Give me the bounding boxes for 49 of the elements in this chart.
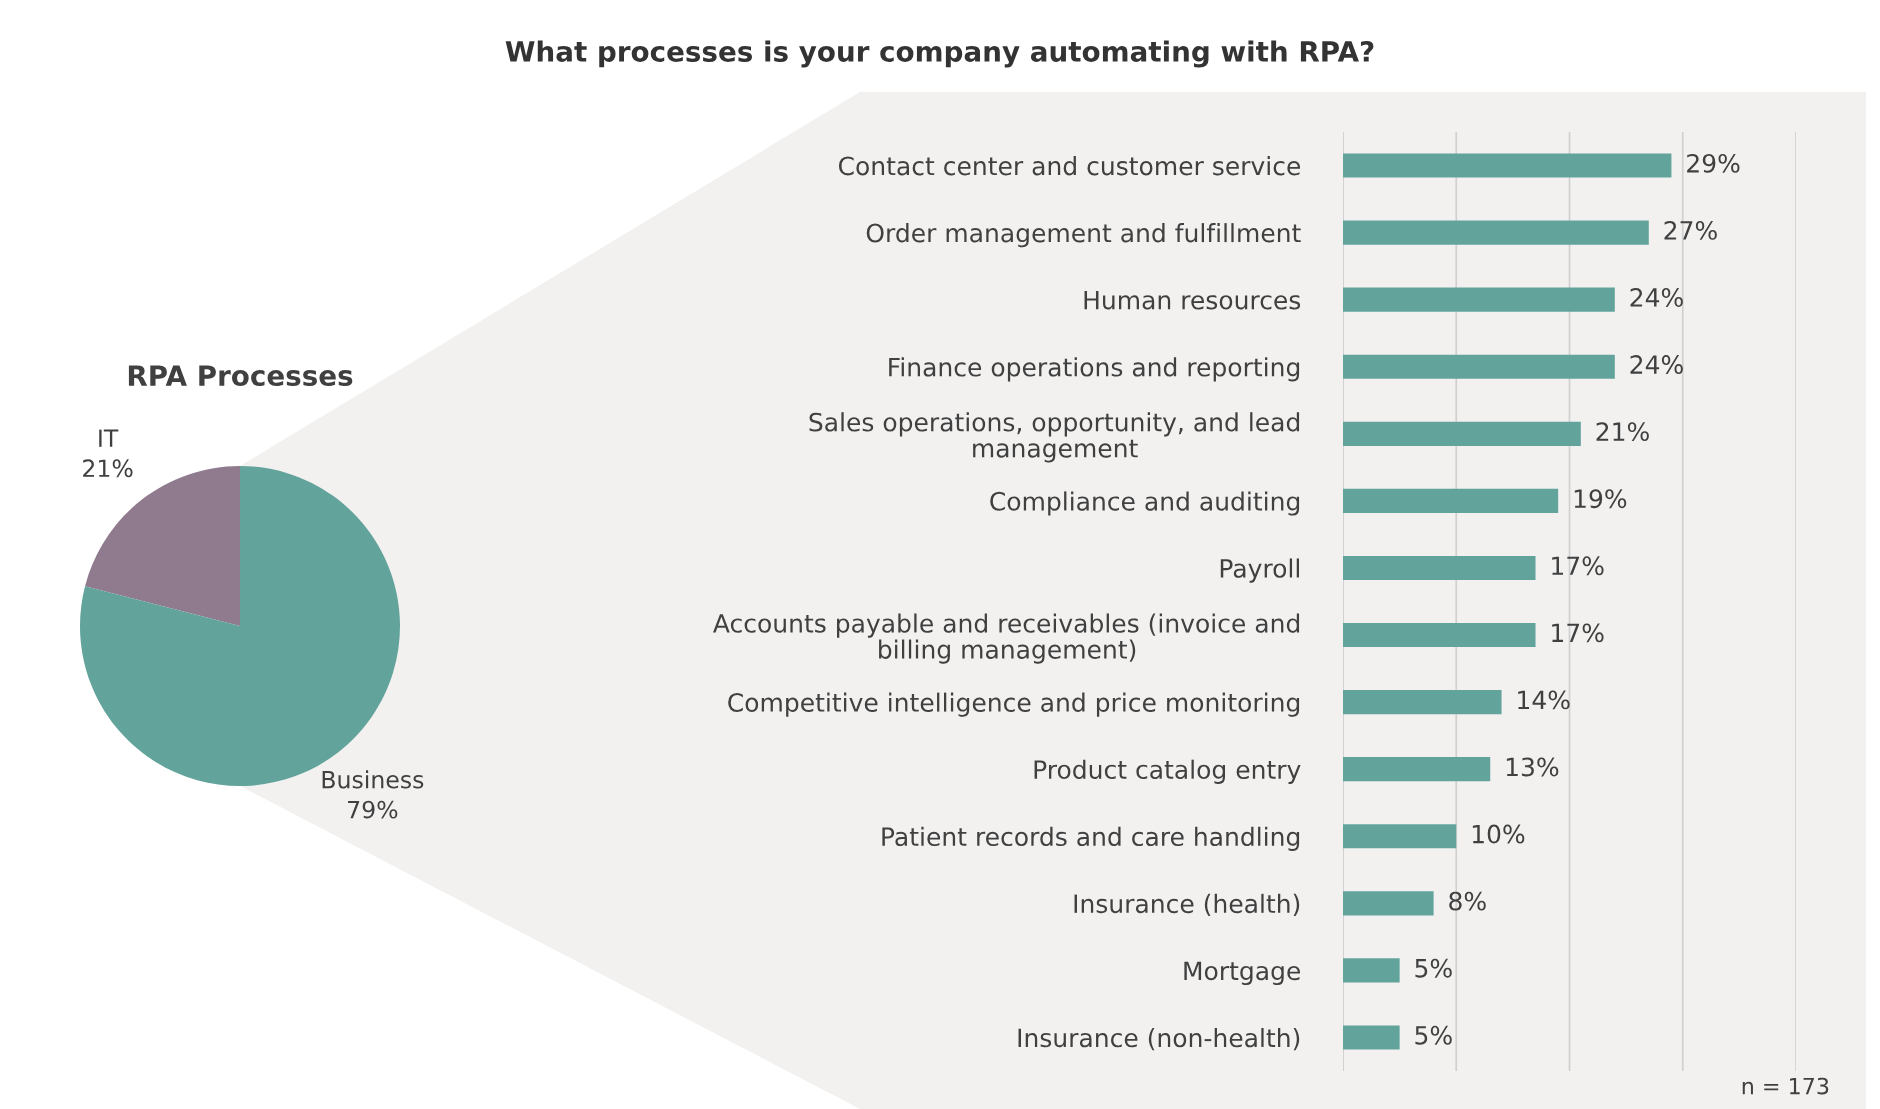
- bar: [1343, 354, 1615, 379]
- y-tick-label: Accounts payable and receivables (invoice and billing management): [713, 613, 1300, 664]
- data-label: 19%: [1574, 489, 1627, 509]
- data-label: 29%: [1687, 153, 1740, 173]
- slice-label: IT: [99, 429, 119, 447]
- data-label: 13%: [1506, 757, 1559, 777]
- bar: [1343, 958, 1400, 983]
- data-label: 5%: [1415, 1025, 1452, 1045]
- bar: [1343, 153, 1672, 178]
- data-label: 17%: [1552, 556, 1604, 576]
- y-tick-label: Product catalog entry: [1034, 759, 1301, 784]
- y-tick-label: Mortgage: [1184, 961, 1300, 986]
- bar: [1343, 1025, 1400, 1050]
- bar: [1343, 891, 1434, 916]
- bar: [1343, 757, 1491, 782]
- y-tick-label: Insurance (non-health): [1018, 1027, 1300, 1051]
- data-label: 10%: [1472, 824, 1525, 844]
- data-label: 24%: [1630, 288, 1683, 307]
- y-tick-label: Sales operations, opportunity, and lead management: [809, 412, 1300, 463]
- bar: [1343, 421, 1581, 446]
- chart-title: RPA Processes: [128, 365, 353, 387]
- y-tick-label: Compliance and auditing: [990, 491, 1300, 516]
- data-label: 14%: [1518, 690, 1570, 710]
- data-label: 79%: [348, 800, 398, 819]
- y-tick-label: Patient records and care handling: [882, 826, 1300, 851]
- data-label: 5%: [1415, 958, 1452, 978]
- text: What processes is your company automating with RPA?: [505, 40, 1374, 68]
- y-tick-label: Finance operations and reporting: [889, 357, 1300, 382]
- y-tick-label: Insurance (health): [1074, 893, 1300, 917]
- data-label: 24%: [1630, 355, 1683, 374]
- data-label: 8%: [1449, 891, 1486, 911]
- data-label: 17%: [1552, 623, 1604, 643]
- y-tick-label: Payroll: [1220, 558, 1299, 583]
- bar: [1343, 287, 1615, 312]
- data-label: 21%: [1596, 422, 1649, 442]
- bar: [1343, 622, 1536, 648]
- bar: [1343, 220, 1649, 245]
- y-tick-label: Competitive intelligence and price monitoring: [728, 692, 1300, 717]
- bar: [1343, 824, 1457, 849]
- slice-label: Business: [322, 770, 424, 789]
- text: n = 173: [1742, 1077, 1829, 1095]
- data-label: 27%: [1664, 220, 1717, 240]
- bar: [1343, 555, 1536, 581]
- data-label: 21%: [83, 459, 133, 478]
- y-tick-label: Human resources: [1084, 290, 1301, 310]
- bar: [1343, 690, 1502, 715]
- y-tick-label: Contact center and customer service: [838, 156, 1300, 176]
- bar: [1343, 488, 1559, 513]
- y-tick-label: Order management and fulfillment: [866, 223, 1301, 248]
